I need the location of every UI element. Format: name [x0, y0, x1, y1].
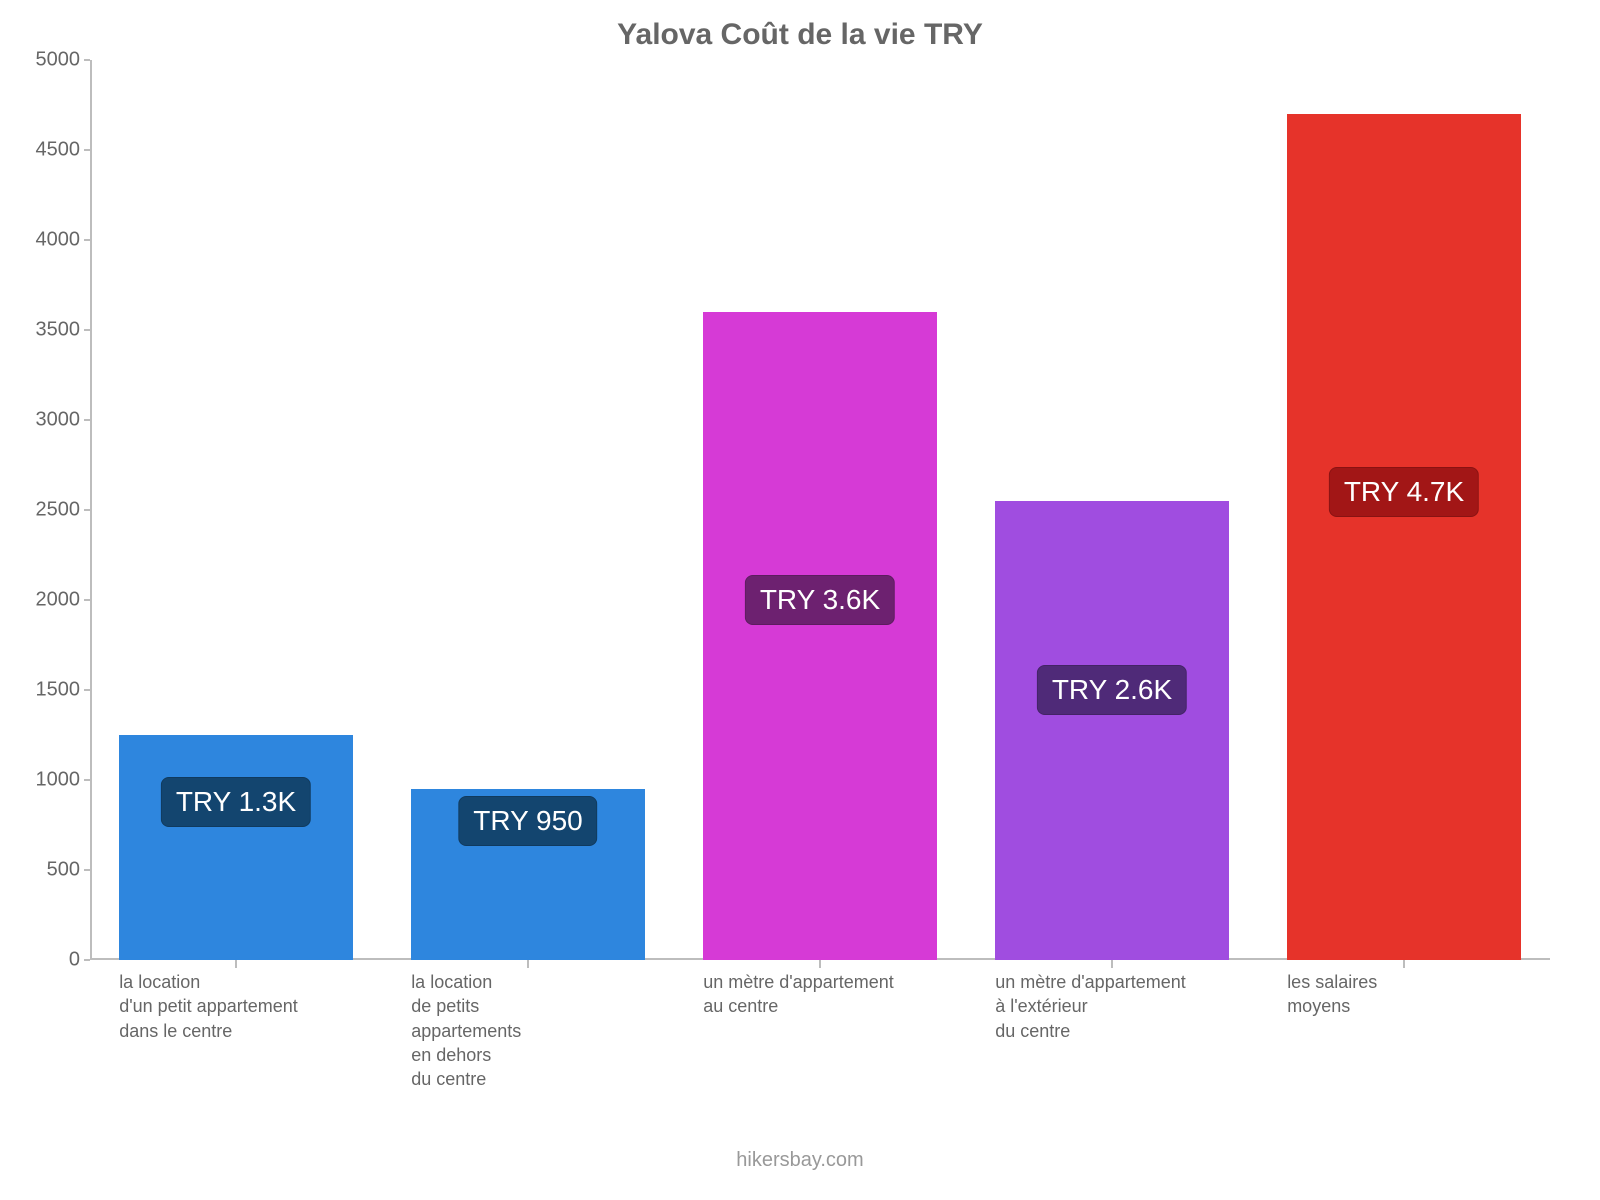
x-category-label: les salaires moyens	[1287, 970, 1561, 1019]
y-tick-label: 500	[20, 859, 80, 882]
y-tick-label: 3000	[20, 409, 80, 432]
y-tick-mark	[84, 509, 90, 511]
bar-value-label: TRY 950	[458, 796, 597, 846]
y-tick-label: 2500	[20, 499, 80, 522]
x-tick-mark	[527, 960, 529, 968]
y-tick-mark	[84, 149, 90, 151]
bar-value-label: TRY 1.3K	[161, 777, 311, 827]
x-tick-mark	[1403, 960, 1405, 968]
y-tick-label: 1500	[20, 679, 80, 702]
y-tick-mark	[84, 869, 90, 871]
y-tick-label: 4500	[20, 139, 80, 162]
x-category-label: un mètre d'appartement au centre	[703, 970, 977, 1019]
bar	[119, 735, 353, 960]
y-tick-mark	[84, 959, 90, 961]
chart-title: Yalova Coût de la vie TRY	[0, 18, 1600, 52]
y-tick-label: 5000	[20, 49, 80, 72]
bar-value-label: TRY 4.7K	[1329, 467, 1479, 517]
x-category-label: un mètre d'appartement à l'extérieur du …	[995, 970, 1269, 1043]
plot-area: 0500100015002000250030003500400045005000…	[90, 60, 1550, 960]
y-tick-label: 3500	[20, 319, 80, 342]
bar-value-label: TRY 2.6K	[1037, 665, 1187, 715]
y-tick-label: 2000	[20, 589, 80, 612]
footer-credit: hikersbay.com	[0, 1149, 1600, 1172]
x-category-label: la location d'un petit appartement dans …	[119, 970, 393, 1043]
bar-value-label: TRY 3.6K	[745, 575, 895, 625]
y-tick-mark	[84, 329, 90, 331]
x-category-label: la location de petits appartements en de…	[411, 970, 685, 1091]
x-tick-mark	[1111, 960, 1113, 968]
y-tick-mark	[84, 239, 90, 241]
y-tick-mark	[84, 779, 90, 781]
y-tick-mark	[84, 419, 90, 421]
x-tick-mark	[819, 960, 821, 968]
y-tick-mark	[84, 59, 90, 61]
y-tick-label: 1000	[20, 769, 80, 792]
bar	[995, 501, 1229, 960]
x-tick-mark	[235, 960, 237, 968]
y-tick-label: 4000	[20, 229, 80, 252]
y-tick-mark	[84, 599, 90, 601]
y-tick-label: 0	[20, 949, 80, 972]
bar	[703, 312, 937, 960]
chart-container: Yalova Coût de la vie TRY 05001000150020…	[0, 0, 1600, 1200]
bar	[1287, 114, 1521, 960]
y-tick-mark	[84, 689, 90, 691]
